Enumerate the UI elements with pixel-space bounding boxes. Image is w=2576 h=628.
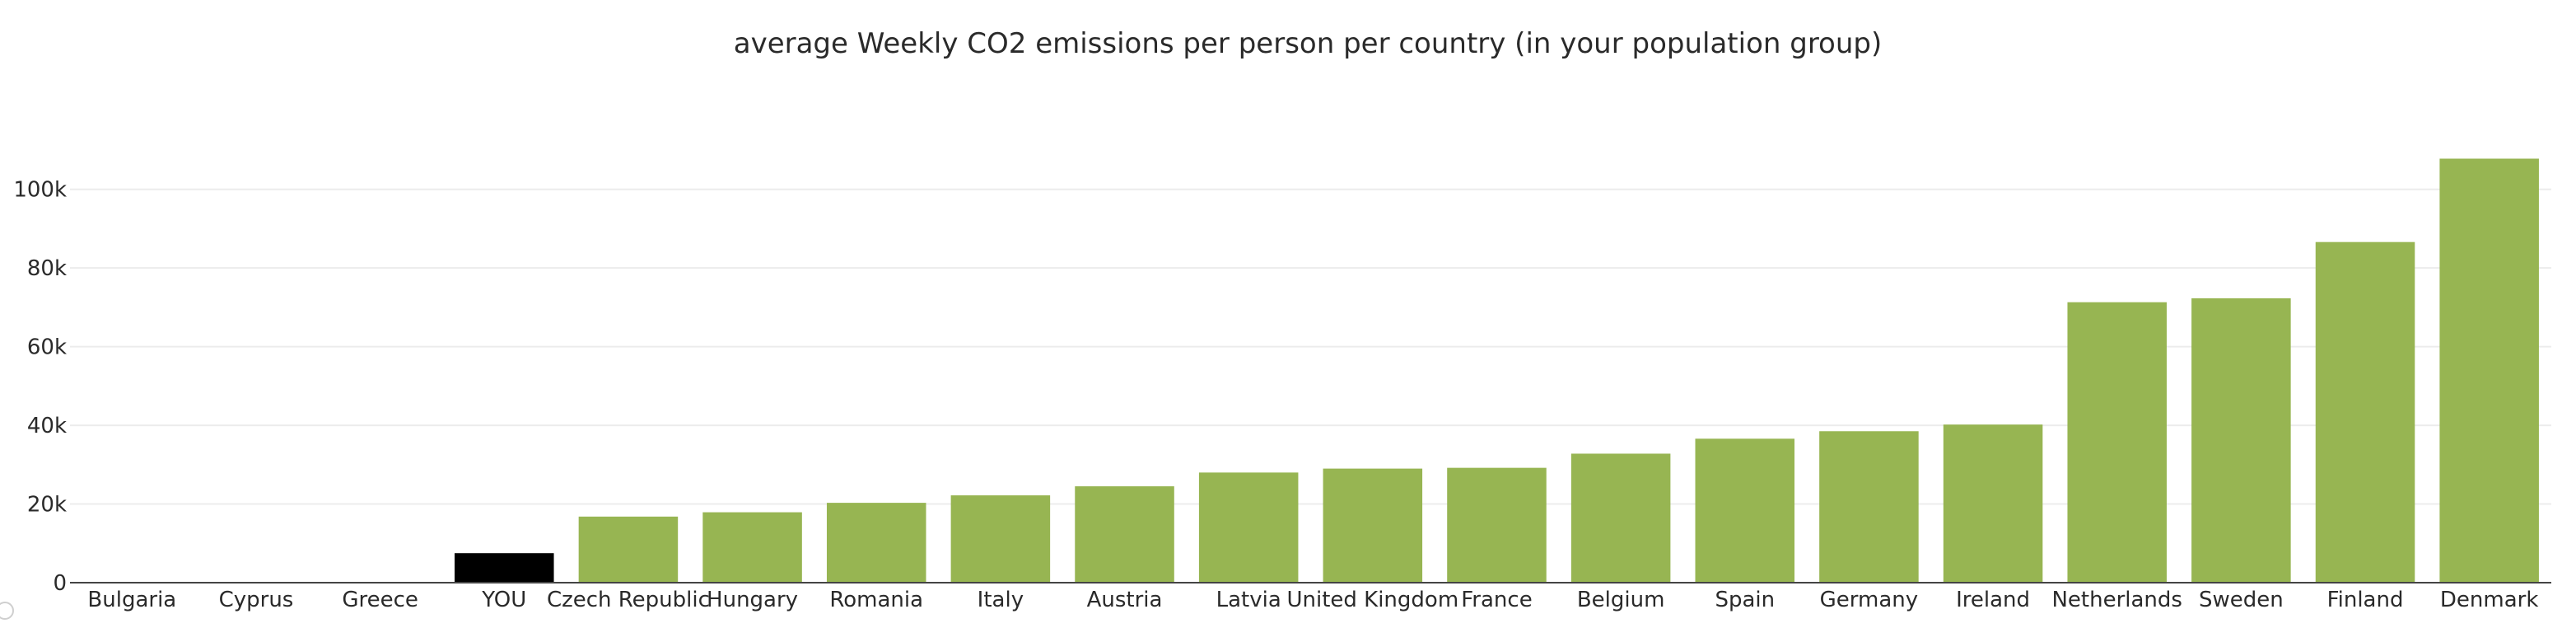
x-tick-label: Greece xyxy=(342,588,418,612)
bar-finland[interactable] xyxy=(2315,241,2415,583)
bar-belgium[interactable] xyxy=(1570,453,1671,583)
x-tick-label: Austria xyxy=(1087,588,1163,612)
x-tick-label: Ireland xyxy=(1956,588,2030,612)
y-tick-label: 0 xyxy=(53,571,67,596)
x-tick-label: Latvia xyxy=(1216,588,1281,612)
bar-latvia[interactable] xyxy=(1198,472,1299,583)
bar-france[interactable] xyxy=(1447,467,1547,583)
bars xyxy=(455,158,2539,583)
x-axis-ticks: Bulgaria Cyprus Greece YOU Czech RepublicHun… xyxy=(87,588,2538,612)
bar-sweden[interactable] xyxy=(2191,298,2291,583)
x-tick-label: YOU xyxy=(481,588,526,612)
y-tick-label: 60k xyxy=(27,335,67,360)
x-tick-label: Denmark xyxy=(2440,588,2539,612)
bar-hungary[interactable] xyxy=(702,512,802,583)
chart-title: average Weekly CO2 emissions per person … xyxy=(734,27,1883,60)
x-tick-label: Italy xyxy=(978,588,1024,612)
x-tick-label: Bulgaria xyxy=(87,588,176,612)
x-tick-label: Finland xyxy=(2327,588,2404,612)
bar-you[interactable] xyxy=(455,553,554,583)
bar-united-kingdom[interactable] xyxy=(1323,468,1423,583)
y-tick-label: 100k xyxy=(13,178,67,203)
bar-denmark[interactable] xyxy=(2439,158,2539,583)
bar-austria[interactable] xyxy=(1075,486,1174,583)
x-tick-label: Cyprus xyxy=(219,588,294,612)
x-tick-label: Hungary xyxy=(707,588,798,612)
y-axis-ticks: 0 20k 40k 60k 80k 100k xyxy=(13,178,67,596)
x-tick-label: France xyxy=(1461,588,1532,612)
y-tick-label: 40k xyxy=(27,414,67,438)
x-tick-label: United Kingdom xyxy=(1286,588,1458,612)
y-tick-label: 20k xyxy=(27,493,67,518)
x-tick-label: Czech Republic xyxy=(547,588,710,612)
x-tick-label: Spain xyxy=(1715,588,1775,612)
bar-spain[interactable] xyxy=(1695,438,1795,583)
corner-indicator-icon xyxy=(0,602,14,620)
bar-italy[interactable] xyxy=(950,495,1051,583)
x-tick-label: Belgium xyxy=(1577,588,1665,612)
y-tick-label: 80k xyxy=(27,256,67,281)
gridlines xyxy=(70,188,2551,505)
x-tick-label: Romania xyxy=(829,588,923,612)
bar-ireland[interactable] xyxy=(1943,424,2043,583)
bar-netherlands[interactable] xyxy=(2067,302,2167,583)
x-tick-label: Sweden xyxy=(2199,588,2284,612)
bar-czech-republic[interactable] xyxy=(578,516,679,583)
x-tick-label: Germany xyxy=(1820,588,1919,612)
x-tick-label: Netherlands xyxy=(2051,588,2182,612)
bar-romania[interactable] xyxy=(826,503,926,583)
bar-germany[interactable] xyxy=(1819,431,1919,583)
